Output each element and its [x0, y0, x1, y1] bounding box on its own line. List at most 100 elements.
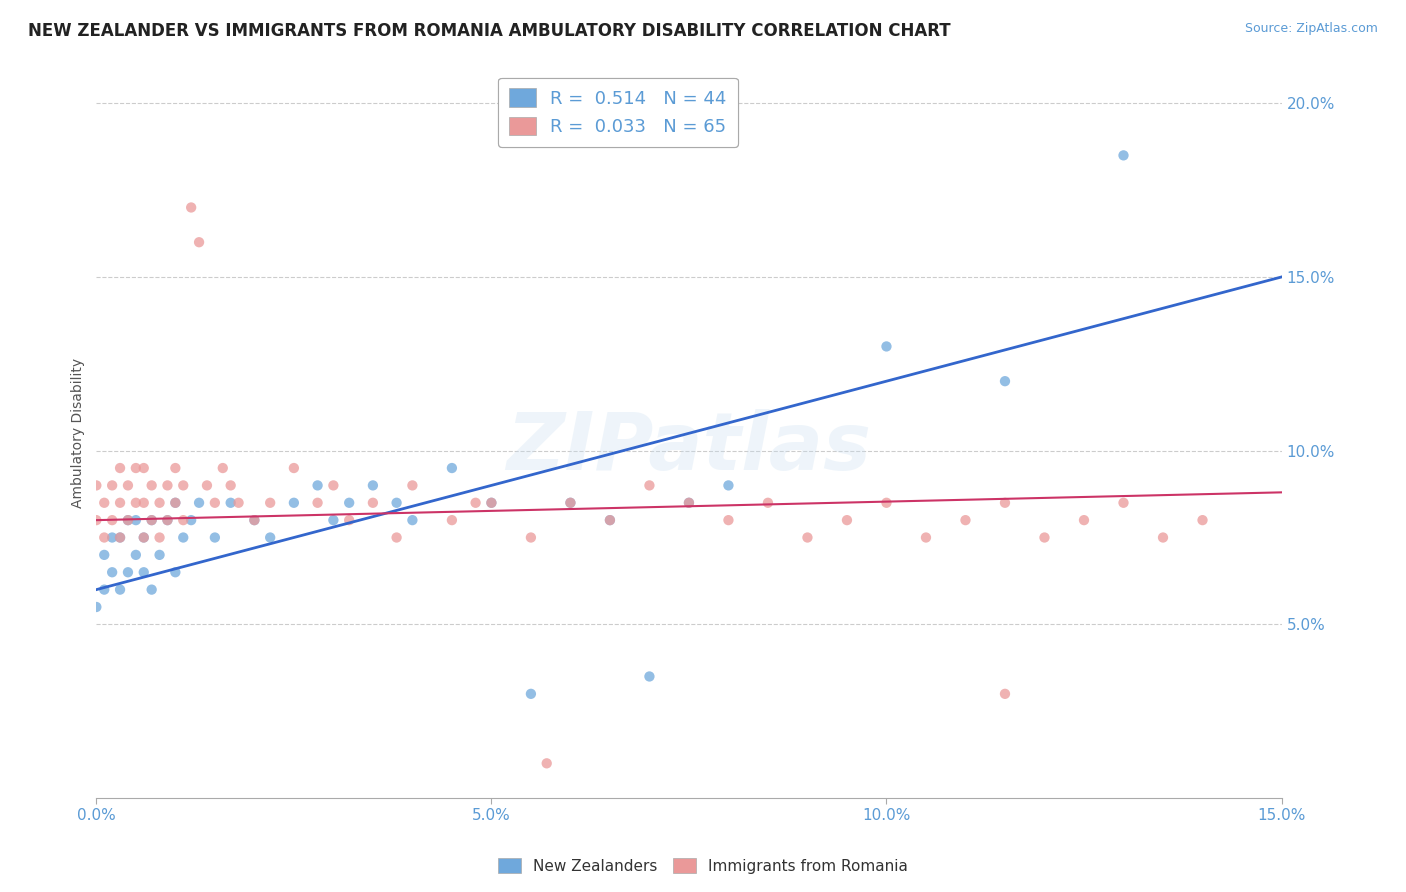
Point	[180, 513, 202, 527]
Point	[172, 513, 194, 527]
Point	[125, 461, 148, 475]
Point	[678, 496, 700, 510]
Point	[141, 513, 163, 527]
Point	[994, 496, 1017, 510]
Point	[481, 496, 503, 510]
Point	[188, 235, 211, 250]
Legend: New Zealanders, Immigrants from Romania: New Zealanders, Immigrants from Romania	[492, 852, 914, 880]
Text: ZIPatlas: ZIPatlas	[506, 409, 872, 487]
Point	[955, 513, 977, 527]
Point	[638, 478, 661, 492]
Point	[204, 496, 226, 510]
Point	[93, 548, 115, 562]
Point	[125, 496, 148, 510]
Point	[796, 531, 818, 545]
Point	[464, 496, 486, 510]
Point	[337, 496, 360, 510]
Point	[148, 548, 170, 562]
Point	[165, 496, 187, 510]
Point	[599, 513, 621, 527]
Text: NEW ZEALANDER VS IMMIGRANTS FROM ROMANIA AMBULATORY DISABILITY CORRELATION CHART: NEW ZEALANDER VS IMMIGRANTS FROM ROMANIA…	[28, 22, 950, 40]
Point	[322, 513, 344, 527]
Point	[520, 531, 543, 545]
Point	[717, 513, 740, 527]
Point	[385, 496, 408, 510]
Legend: R =  0.514   N = 44, R =  0.033   N = 65: R = 0.514 N = 44, R = 0.033 N = 65	[498, 78, 738, 147]
Point	[132, 566, 155, 580]
Point	[994, 687, 1017, 701]
Point	[108, 461, 131, 475]
Point	[835, 513, 858, 527]
Point	[108, 531, 131, 545]
Point	[1191, 513, 1213, 527]
Point	[228, 496, 250, 510]
Point	[481, 496, 503, 510]
Point	[165, 461, 187, 475]
Point	[117, 513, 139, 527]
Point	[141, 478, 163, 492]
Point	[1112, 148, 1135, 162]
Point	[86, 599, 108, 614]
Point	[361, 478, 384, 492]
Point	[520, 687, 543, 701]
Point	[132, 531, 155, 545]
Point	[172, 478, 194, 492]
Point	[243, 513, 266, 527]
Point	[156, 478, 179, 492]
Text: Source: ZipAtlas.com: Source: ZipAtlas.com	[1244, 22, 1378, 36]
Point	[361, 496, 384, 510]
Point	[401, 513, 423, 527]
Point	[86, 478, 108, 492]
Point	[875, 339, 897, 353]
Point	[678, 496, 700, 510]
Point	[283, 461, 305, 475]
Point	[1033, 531, 1056, 545]
Point	[994, 374, 1017, 388]
Point	[93, 496, 115, 510]
Point	[401, 478, 423, 492]
Point	[211, 461, 233, 475]
Point	[117, 566, 139, 580]
Point	[165, 566, 187, 580]
Point	[108, 496, 131, 510]
Point	[132, 531, 155, 545]
Point	[1112, 496, 1135, 510]
Point	[125, 548, 148, 562]
Point	[259, 531, 281, 545]
Point	[440, 461, 463, 475]
Point	[560, 496, 582, 510]
Point	[101, 513, 124, 527]
Point	[125, 513, 148, 527]
Point	[165, 496, 187, 510]
Point	[188, 496, 211, 510]
Point	[117, 478, 139, 492]
Point	[93, 531, 115, 545]
Point	[141, 582, 163, 597]
Point	[117, 513, 139, 527]
Point	[148, 496, 170, 510]
Point	[638, 669, 661, 683]
Point	[915, 531, 938, 545]
Point	[243, 513, 266, 527]
Point	[156, 513, 179, 527]
Point	[101, 478, 124, 492]
Point	[283, 496, 305, 510]
Point	[536, 756, 558, 771]
Point	[86, 513, 108, 527]
Point	[195, 478, 218, 492]
Point	[599, 513, 621, 527]
Point	[259, 496, 281, 510]
Point	[560, 496, 582, 510]
Point	[93, 582, 115, 597]
Point	[219, 496, 242, 510]
Point	[172, 531, 194, 545]
Point	[108, 531, 131, 545]
Point	[219, 478, 242, 492]
Point	[204, 531, 226, 545]
Point	[756, 496, 779, 510]
Point	[1073, 513, 1095, 527]
Point	[1152, 531, 1174, 545]
Point	[322, 478, 344, 492]
Point	[337, 513, 360, 527]
Point	[148, 531, 170, 545]
